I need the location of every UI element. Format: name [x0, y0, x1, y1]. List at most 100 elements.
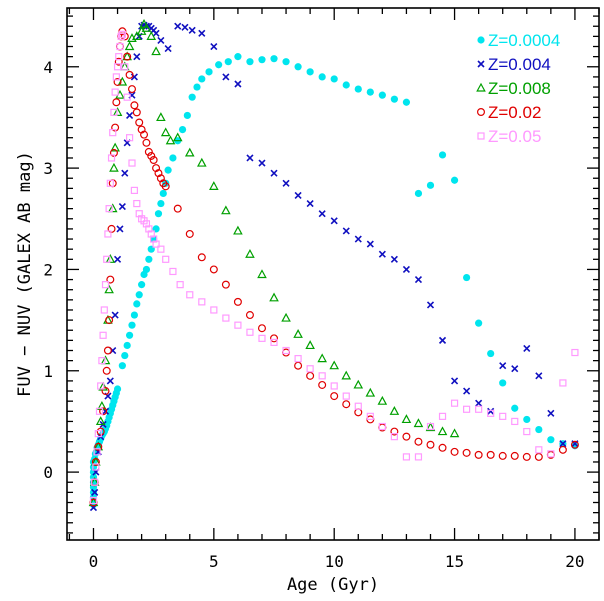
data-point [510, 451, 519, 460]
data-point [390, 427, 399, 436]
data-point [222, 314, 230, 322]
y-tick-label: 4 [43, 58, 53, 77]
data-point [354, 408, 363, 417]
data-point [128, 321, 136, 329]
data-point [196, 157, 207, 167]
data-point [161, 182, 170, 191]
legend-marker [477, 60, 485, 68]
data-point [130, 311, 139, 319]
data-point [437, 426, 448, 436]
data-point [104, 284, 114, 294]
data-point [306, 68, 314, 76]
data-point [113, 255, 122, 263]
data-point [147, 151, 156, 160]
data-point [102, 366, 111, 375]
data-point [475, 319, 483, 327]
data-point [234, 53, 242, 61]
data-point [511, 404, 519, 412]
data-point [534, 452, 543, 461]
data-point [570, 440, 579, 449]
data-point [282, 58, 290, 66]
data-point [133, 300, 141, 308]
data-point [99, 407, 108, 416]
data-point [159, 189, 167, 198]
data-point [547, 450, 555, 458]
data-point [402, 98, 411, 106]
data-point [118, 362, 126, 370]
data-point [89, 496, 98, 505]
data-point [157, 245, 165, 253]
data-point [127, 85, 136, 94]
data-point [104, 230, 112, 238]
data-point [281, 312, 291, 322]
data-point [126, 111, 134, 119]
data-point [157, 36, 165, 44]
data-point [426, 301, 435, 309]
data-point [103, 346, 112, 355]
data-point [499, 362, 507, 370]
data-point [463, 273, 471, 282]
data-point [257, 269, 267, 279]
data-point [162, 255, 170, 263]
data-point [401, 414, 412, 424]
data-point [246, 154, 254, 162]
data-point [123, 52, 132, 61]
data-point [174, 22, 182, 30]
data-point [438, 443, 447, 452]
data-point [523, 415, 531, 424]
data-point [341, 370, 352, 380]
x-tick-label: 10 [325, 552, 344, 571]
x-tick-label: 20 [565, 552, 584, 571]
legend-item: Z=0.02 [477, 103, 541, 122]
data-point [378, 250, 386, 258]
y-tick-label: 2 [43, 260, 53, 279]
data-point [294, 63, 302, 71]
data-point [123, 93, 131, 101]
data-point [463, 405, 471, 413]
data-point [193, 83, 201, 91]
data-point [113, 63, 122, 71]
data-point [152, 164, 161, 173]
data-point [486, 450, 495, 459]
x-tick-label: 0 [89, 552, 99, 571]
data-point [414, 437, 423, 446]
data-point [93, 448, 101, 456]
data-point [133, 53, 141, 61]
data-point [535, 372, 543, 380]
data-point [116, 42, 124, 51]
data-point [402, 453, 411, 461]
data-point [390, 433, 398, 441]
data-point [366, 88, 374, 96]
data-point [389, 406, 400, 415]
x-tick-label: 5 [209, 552, 219, 571]
data-point [511, 365, 519, 373]
legend-marker [477, 36, 485, 44]
legend-label: Z=0.05 [488, 127, 541, 146]
data-point [246, 58, 254, 66]
data-point [105, 205, 113, 213]
data-point [234, 321, 242, 329]
data-point [535, 446, 543, 454]
data-point [95, 407, 104, 415]
data-point [151, 46, 161, 56]
data-point [270, 338, 278, 346]
data-point [135, 118, 144, 127]
data-point [233, 225, 243, 235]
data-point [198, 298, 206, 306]
data-point [98, 357, 106, 365]
data-point [306, 200, 314, 208]
data-point [117, 32, 125, 40]
data-point [234, 80, 242, 88]
data-point [91, 457, 100, 466]
data-point [113, 385, 122, 393]
data-point [173, 204, 182, 213]
data-point [294, 191, 302, 200]
data-point [558, 445, 567, 454]
data-point [511, 417, 519, 426]
data-point [305, 340, 315, 350]
data-point [184, 147, 195, 157]
data-point [128, 159, 136, 167]
data-point [329, 360, 340, 370]
data-point [224, 58, 232, 66]
data-point [186, 291, 194, 299]
